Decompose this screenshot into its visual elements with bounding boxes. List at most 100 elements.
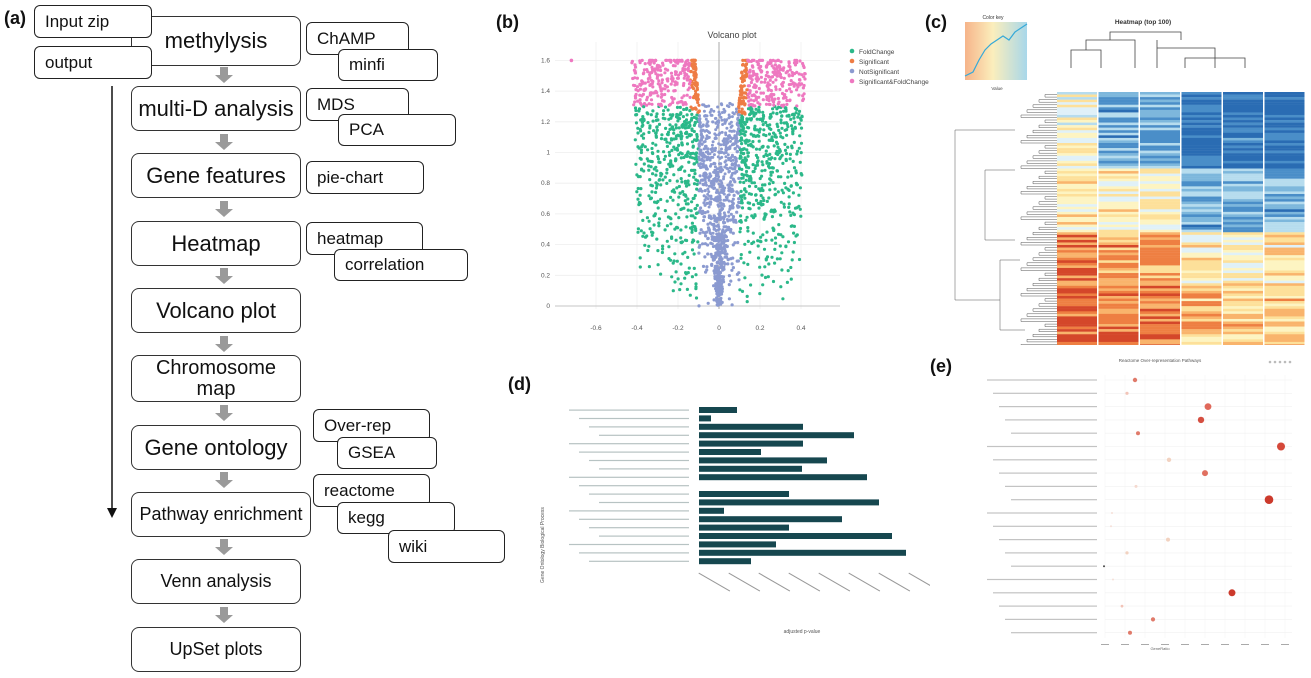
volcano-point bbox=[742, 96, 746, 100]
heatmap-cell bbox=[1223, 298, 1263, 302]
heatmap-cell bbox=[1181, 288, 1222, 292]
volcano-point bbox=[715, 286, 719, 290]
volcano-point bbox=[636, 99, 640, 103]
volcano-point bbox=[750, 214, 754, 218]
volcano-point bbox=[666, 133, 670, 137]
volcano-point bbox=[764, 120, 768, 125]
volcano-point bbox=[683, 74, 687, 78]
heatmap-cell bbox=[1264, 102, 1305, 105]
volcano-point bbox=[767, 182, 772, 186]
go-bar bbox=[699, 549, 906, 556]
volcano-point bbox=[762, 198, 766, 203]
heatmap-cell bbox=[1057, 296, 1097, 299]
volcano-point bbox=[755, 75, 759, 79]
volcano-point bbox=[746, 151, 750, 155]
volcano-point bbox=[667, 257, 671, 261]
volcano-point bbox=[684, 225, 688, 229]
volcano-point bbox=[781, 80, 785, 84]
volcano-point bbox=[798, 134, 802, 138]
volcano-point bbox=[724, 143, 728, 147]
heatmap-cell bbox=[1223, 267, 1263, 271]
volcano-point bbox=[646, 148, 650, 152]
heatmap-cell bbox=[1057, 209, 1097, 213]
heatmap-cell bbox=[1098, 224, 1139, 228]
volcano-point bbox=[631, 76, 635, 81]
heatmap-cell bbox=[1140, 308, 1180, 312]
volcano-point bbox=[662, 157, 666, 161]
go-x-tick bbox=[758, 572, 791, 592]
reactome-xlabel: GeneRatio bbox=[1150, 646, 1170, 651]
heatmap-cell bbox=[1181, 250, 1222, 253]
volcano-point bbox=[651, 109, 655, 113]
heatmap-cell bbox=[1264, 191, 1305, 195]
volcano-point bbox=[755, 60, 759, 64]
volcano-point bbox=[694, 287, 698, 291]
volcano-point bbox=[754, 97, 758, 101]
volcano-point bbox=[713, 186, 717, 190]
volcano-point bbox=[688, 95, 692, 99]
volcano-point bbox=[740, 167, 744, 171]
volcano-point bbox=[710, 150, 714, 154]
heatmap-cell bbox=[1264, 186, 1305, 190]
heatmap-cell bbox=[1264, 127, 1305, 131]
volcano-point bbox=[716, 303, 720, 307]
heatmap-cell bbox=[1140, 150, 1180, 154]
volcano-point bbox=[795, 88, 799, 92]
volcano-point bbox=[692, 73, 696, 77]
volcano-point bbox=[737, 109, 741, 114]
volcano-point bbox=[726, 141, 730, 144]
volcano-point bbox=[638, 256, 642, 260]
volcano-point bbox=[786, 269, 790, 273]
heatmap-cell bbox=[1223, 311, 1263, 315]
go-term-label bbox=[599, 535, 689, 537]
volcano-y-tick: 0.2 bbox=[541, 272, 550, 279]
volcano-point bbox=[642, 231, 646, 235]
volcano-point bbox=[739, 253, 743, 257]
volcano-point bbox=[749, 75, 753, 79]
volcano-point bbox=[770, 255, 774, 259]
volcano-point bbox=[792, 116, 796, 120]
volcano-point bbox=[702, 103, 706, 107]
volcano-point bbox=[785, 133, 789, 137]
heatmap-cell bbox=[1223, 242, 1263, 246]
heatmap-cell bbox=[1223, 132, 1263, 136]
heatmap-title: Heatmap (top 100) bbox=[1115, 19, 1171, 26]
reactome-dot bbox=[1228, 589, 1236, 597]
volcano-point bbox=[712, 227, 716, 231]
volcano-point bbox=[635, 173, 639, 177]
volcano-point bbox=[714, 133, 718, 137]
heatmap-cell bbox=[1098, 153, 1139, 156]
heatmap-cell bbox=[1140, 344, 1180, 345]
volcano-point bbox=[724, 159, 728, 163]
volcano-point bbox=[719, 208, 723, 212]
heatmap-cell bbox=[1057, 293, 1097, 297]
volcano-point bbox=[686, 208, 690, 212]
volcano-point bbox=[636, 227, 640, 231]
volcano-point bbox=[746, 226, 750, 230]
volcano-point bbox=[689, 209, 693, 213]
heatmap-cell bbox=[1098, 178, 1139, 182]
volcano-point bbox=[634, 162, 638, 166]
volcano-point bbox=[569, 58, 574, 63]
volcano-point bbox=[791, 132, 795, 136]
volcano-point bbox=[775, 112, 779, 116]
volcano-point bbox=[750, 241, 754, 246]
volcano-point bbox=[700, 142, 704, 146]
volcano-point bbox=[762, 128, 766, 132]
volcano-point bbox=[789, 79, 793, 83]
volcano-point bbox=[703, 255, 707, 259]
heatmap-cell bbox=[1223, 120, 1263, 123]
volcano-point bbox=[737, 127, 741, 131]
volcano-point bbox=[654, 131, 658, 135]
volcano-point bbox=[769, 75, 773, 79]
volcano-point bbox=[634, 108, 638, 113]
volcano-point bbox=[707, 205, 711, 209]
volcano-point bbox=[740, 116, 744, 120]
volcano-point bbox=[787, 202, 791, 206]
volcano-point bbox=[694, 80, 698, 85]
heatmap-cell bbox=[1264, 245, 1305, 248]
volcano-point bbox=[740, 160, 744, 164]
volcano-point bbox=[755, 128, 759, 132]
heatmap-cell bbox=[1057, 211, 1097, 215]
heatmap-cell bbox=[1264, 329, 1305, 332]
